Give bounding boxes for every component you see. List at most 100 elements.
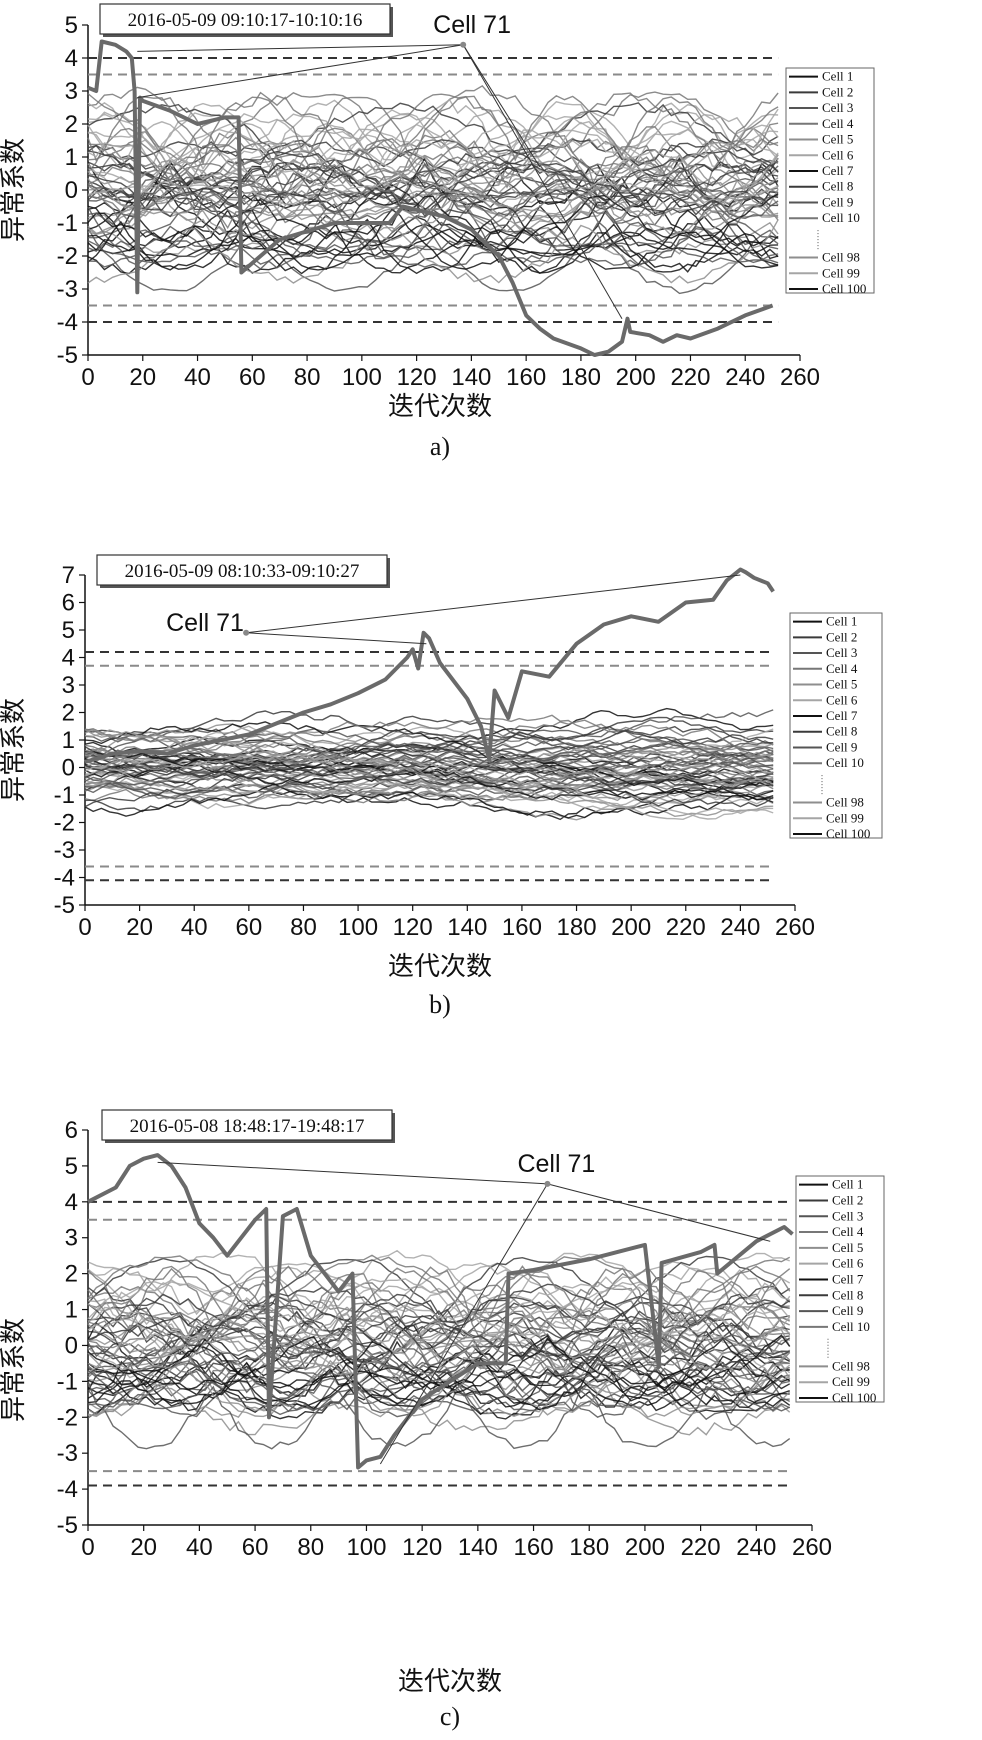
x-tick-label: 160 xyxy=(514,1534,554,1561)
x-tick-label: 60 xyxy=(235,914,262,941)
x-tick-label: 40 xyxy=(184,364,211,391)
legend-box xyxy=(785,67,875,294)
timestamp-box xyxy=(96,554,388,586)
cell-line xyxy=(84,749,774,808)
legend-entry: Cell 100 xyxy=(826,826,870,841)
cell-line xyxy=(87,179,779,237)
cell-line xyxy=(87,91,779,161)
x-tick-label: 60 xyxy=(239,364,266,391)
y-tick-label: 6 xyxy=(65,1117,78,1144)
y-axis-title: 异常系数 xyxy=(0,1318,29,1422)
cell-line xyxy=(87,221,779,295)
cell-line xyxy=(87,205,779,271)
cell-line xyxy=(87,1333,790,1370)
cell-line xyxy=(84,758,774,810)
x-tick-label: 180 xyxy=(557,914,597,941)
x-tick-label: 200 xyxy=(625,1534,665,1561)
y-tick-label: -3 xyxy=(57,276,78,303)
cell-line xyxy=(87,227,779,275)
y-tick-label: -2 xyxy=(57,1404,78,1431)
x-tick-label: 260 xyxy=(792,1534,832,1561)
cell-line xyxy=(84,753,774,821)
y-tick-label: 0 xyxy=(65,177,78,204)
y-tick-label: 1 xyxy=(65,1297,78,1324)
legend-entry: Cell 1 xyxy=(822,69,853,84)
legend-entry: Cell 99 xyxy=(826,810,864,825)
cell-line xyxy=(87,180,779,208)
y-tick-label: 4 xyxy=(62,645,75,672)
y-tick-label: -4 xyxy=(57,309,78,336)
cell-line xyxy=(87,186,779,219)
legend-entry: Cell 10 xyxy=(822,210,860,225)
annotation-leader xyxy=(462,44,541,168)
cell-line xyxy=(87,186,779,218)
cell-line xyxy=(84,751,774,790)
x-axis-title: 迭代次数 xyxy=(398,1667,502,1697)
legend-entry: Cell 3 xyxy=(832,1208,863,1223)
cell-bundle xyxy=(87,1249,791,1450)
legend-entry: Cell 9 xyxy=(832,1303,863,1318)
y-tick-label: 3 xyxy=(65,1225,78,1252)
cell-71-label: Cell 71 xyxy=(433,11,511,39)
chart-panel-c: 0 20 40 60 80 100 120 140 160 180 200 220 240 260 -5 -4… xyxy=(0,1100,982,1740)
legend-entry: Cell 100 xyxy=(832,1390,876,1405)
y-tick-label: 4 xyxy=(65,45,78,72)
legend-entry: Cell 9 xyxy=(822,194,853,209)
x-tick-label: 240 xyxy=(725,364,765,391)
cell-line xyxy=(87,1249,790,1326)
x-tick-label: 180 xyxy=(561,364,601,391)
cell-71-series xyxy=(84,567,775,764)
y-tick-label: 1 xyxy=(65,144,78,171)
cell-line xyxy=(84,716,774,777)
legend-entry: Cell 3 xyxy=(822,100,853,115)
panel-caption: c) xyxy=(440,1702,460,1731)
legend-entry: Cell 2 xyxy=(832,1192,863,1207)
legend-entry: Cell 10 xyxy=(832,1319,870,1334)
cell-71-label: Cell 71 xyxy=(517,1150,595,1178)
cell-71-series xyxy=(87,39,774,357)
legend-entry: Cell 10 xyxy=(826,755,864,770)
annotation-leader xyxy=(246,632,427,645)
cell-line xyxy=(87,1375,790,1409)
cell-line xyxy=(87,219,779,265)
legend-entry: Cell 8 xyxy=(832,1287,863,1302)
y-tick-label: 5 xyxy=(62,617,75,644)
y-tick-label: -1 xyxy=(57,1368,78,1395)
cell-bundle xyxy=(87,85,779,295)
x-tick-label: 60 xyxy=(242,1534,269,1561)
cell-line xyxy=(87,1334,791,1392)
cell-line xyxy=(84,752,774,801)
x-tick-label: 80 xyxy=(297,1534,324,1561)
x-tick-label: 100 xyxy=(342,364,382,391)
x-tick-label: 160 xyxy=(502,914,542,941)
chart-svg-b: 0 20 40 60 80 100 120 140 160 180 200 220 240 260-5-4… xyxy=(0,554,883,1019)
cell-line xyxy=(87,1369,791,1436)
x-tick-label: 80 xyxy=(294,364,321,391)
cell-line xyxy=(87,1381,791,1450)
x-tick-label: 220 xyxy=(670,364,710,391)
x-tick-label: 20 xyxy=(126,914,153,941)
cell-line xyxy=(87,109,779,151)
cell-line xyxy=(87,85,779,157)
y-tick-label: 0 xyxy=(65,1332,78,1359)
cell-line xyxy=(84,764,774,795)
cell-line xyxy=(87,1254,791,1319)
x-tick-label: 200 xyxy=(611,914,651,941)
x-tick-label: 140 xyxy=(458,1534,498,1561)
cell-line xyxy=(87,1283,791,1354)
x-tick-label: 200 xyxy=(616,364,656,391)
y-axis-title: 异常系数 xyxy=(0,138,29,242)
legend-entry: Cell 98 xyxy=(826,795,864,810)
annotation-dot xyxy=(460,41,467,48)
y-tick-label: -2 xyxy=(54,810,75,837)
axes: 0 20 40 60 80 100 120 140 160 180 200 220 240 260-5-4… xyxy=(57,1117,832,1561)
cell-line xyxy=(87,218,779,275)
y-tick-label: 0 xyxy=(62,755,75,782)
y-tick-label: -5 xyxy=(57,1512,78,1539)
x-tick-label: 100 xyxy=(338,914,378,941)
cell-line xyxy=(87,1360,790,1406)
y-tick-label: 2 xyxy=(65,111,78,138)
panel-caption: a) xyxy=(430,432,450,461)
x-tick-label: 160 xyxy=(506,364,546,391)
